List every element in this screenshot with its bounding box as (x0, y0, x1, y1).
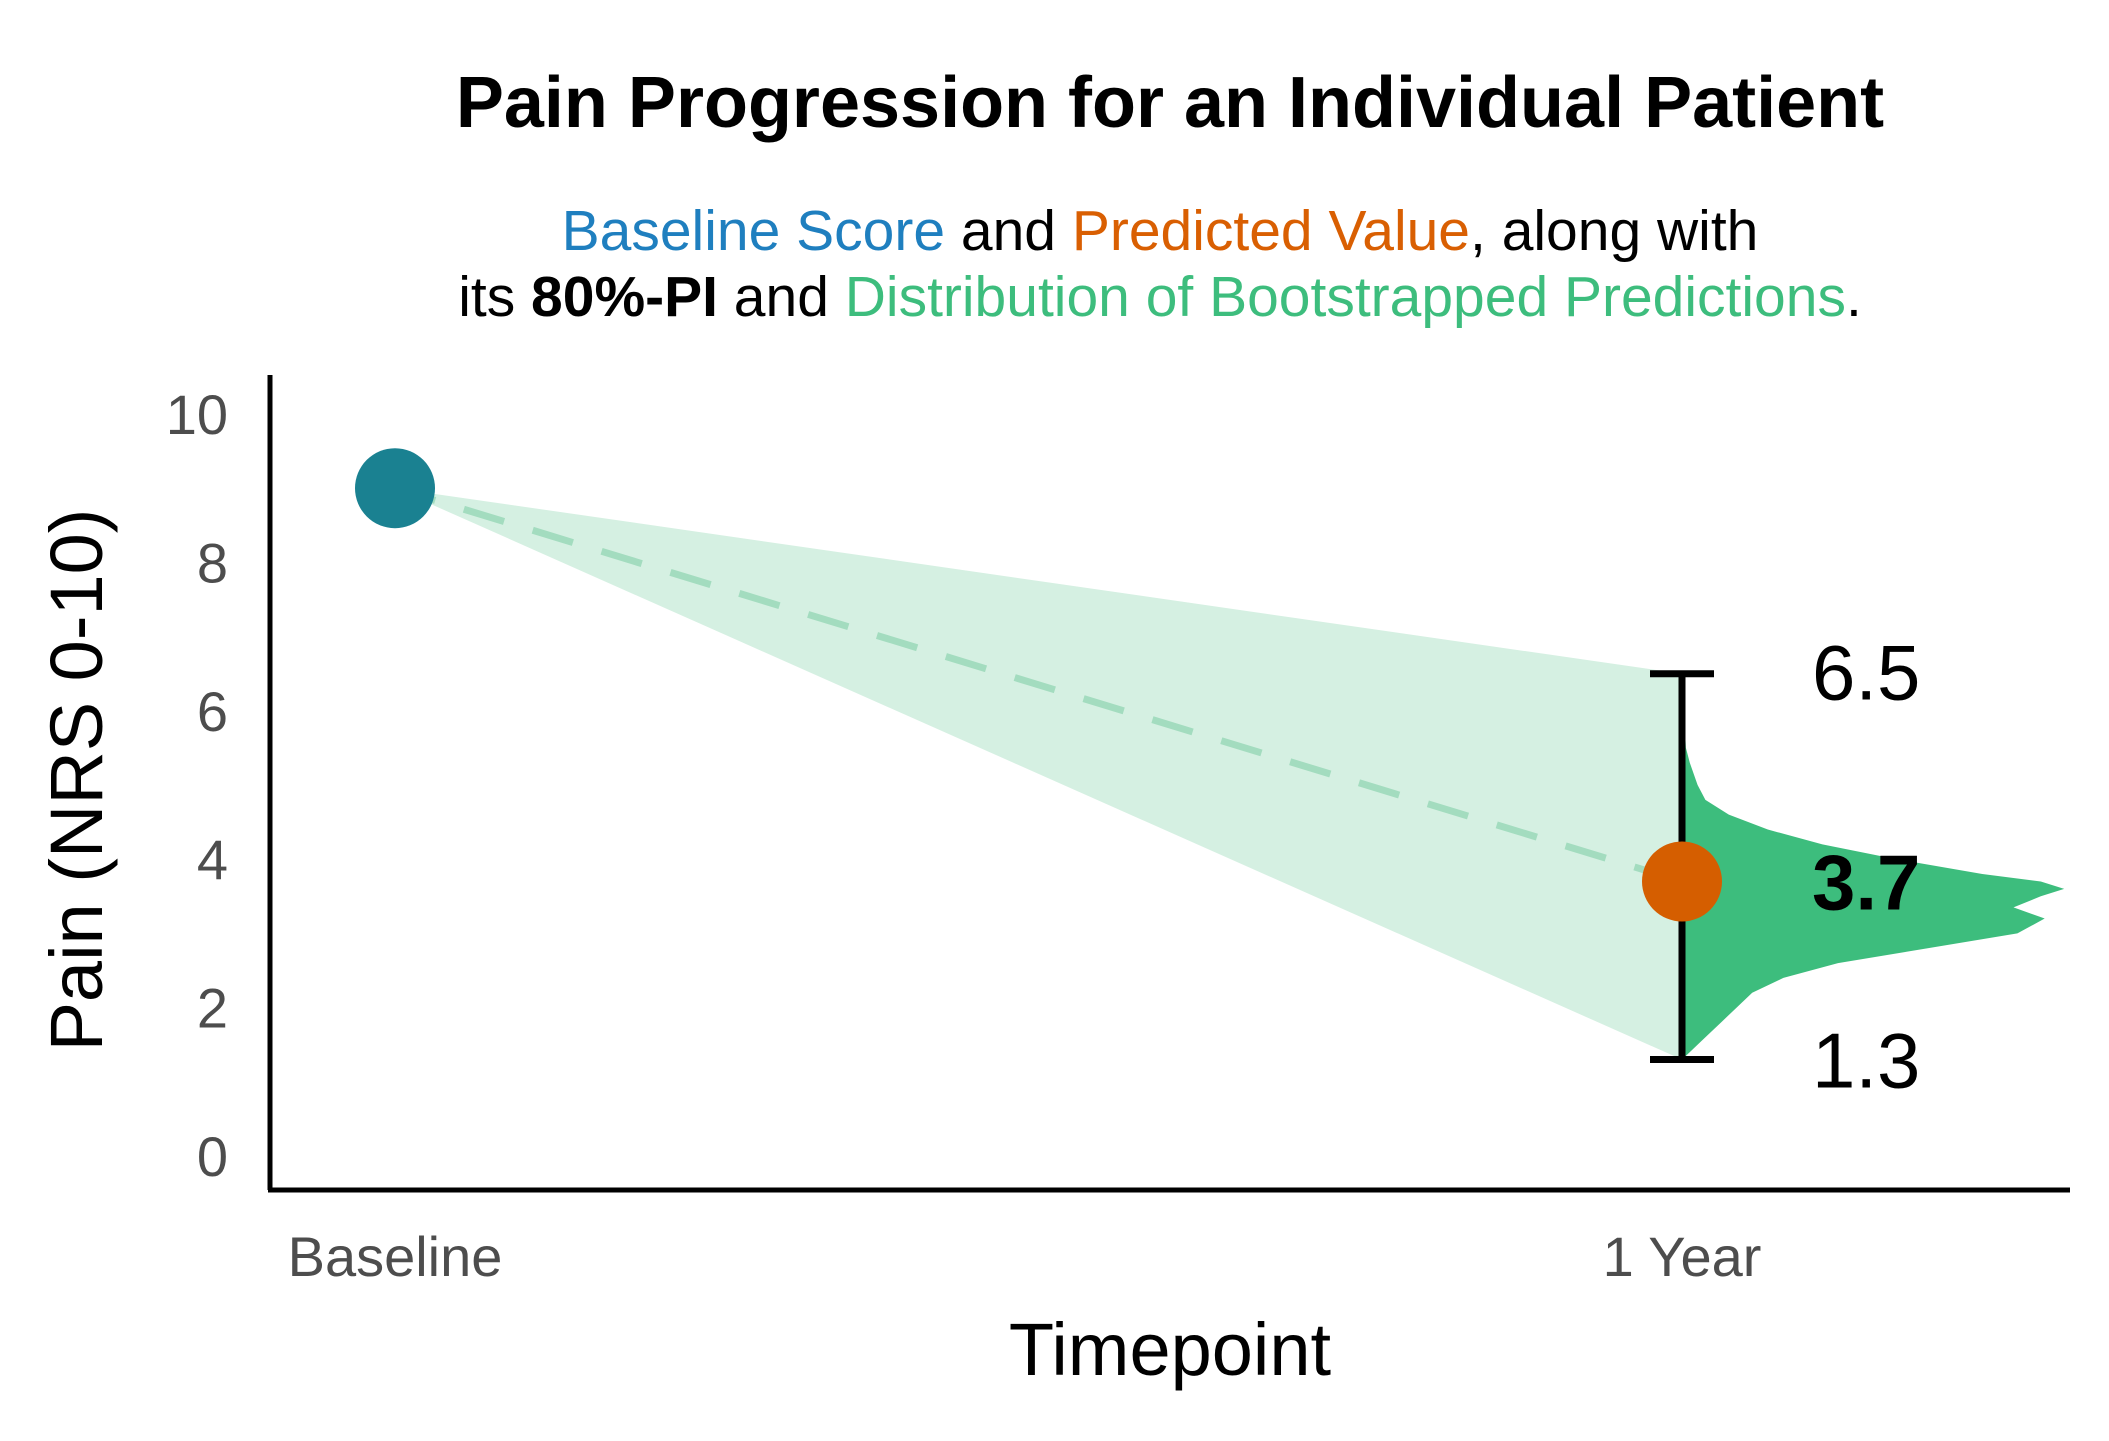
y-tick-label-4: 4 (197, 828, 228, 891)
y-tick-label-6: 6 (197, 680, 228, 743)
pi-lower-label: 1.3 (1812, 1017, 1920, 1105)
chart-title: Pain Progression for an Individual Patie… (455, 63, 1885, 143)
pi-upper-label: 6.5 (1812, 629, 1920, 717)
subtitle-line-1-segment-2: Predicted Value (1071, 199, 1471, 263)
chart-subtitle-line-2: its 80%-PI and Distribution of Bootstrap… (250, 264, 2070, 330)
y-tick-label-8: 8 (197, 531, 228, 594)
predicted-point (1642, 841, 1722, 922)
subtitle-line-2-segment-1: 80%-PI (531, 265, 718, 329)
baseline-point (355, 448, 435, 529)
subtitle-line-1-segment-1: and (945, 199, 1072, 263)
subtitle-line-2-segment-0: its (458, 265, 532, 329)
subtitle-line-2-segment-3: Distribution of Bootstrapped Predictions (844, 265, 1846, 329)
y-tick-label-10: 10 (166, 383, 228, 446)
x-axis-title: Timepoint (1009, 1308, 1332, 1391)
subtitle-line-1-segment-0: Baseline Score (561, 199, 946, 263)
subtitle-line-2-segment-4: . (1845, 265, 1862, 329)
y-tick-label-0: 0 (197, 1125, 228, 1188)
y-axis-title: Pain (NRS 0-10) (35, 509, 118, 1052)
chart-subtitle-line-1: Baseline Score and Predicted Value, alon… (250, 198, 2070, 264)
x-tick-label-1: 1 Year (1603, 1225, 1762, 1288)
plot-layer: 6.5 3.7 1.3 0 2 4 6 8 10 Baseline 1 Year Timepoint P… (35, 375, 2070, 1391)
subtitle-line-1-segment-3: , along with (1470, 199, 1759, 263)
prediction-interval-fan (395, 488, 1682, 1060)
predicted-value-label: 3.7 (1812, 838, 1920, 926)
bootstrap-distribution (1682, 673, 2065, 1060)
trend-line (393, 484, 1684, 885)
subtitle-line-2-segment-2: and (717, 265, 845, 329)
y-tick-label-2: 2 (197, 977, 228, 1040)
x-tick-label-0: Baseline (288, 1225, 503, 1288)
